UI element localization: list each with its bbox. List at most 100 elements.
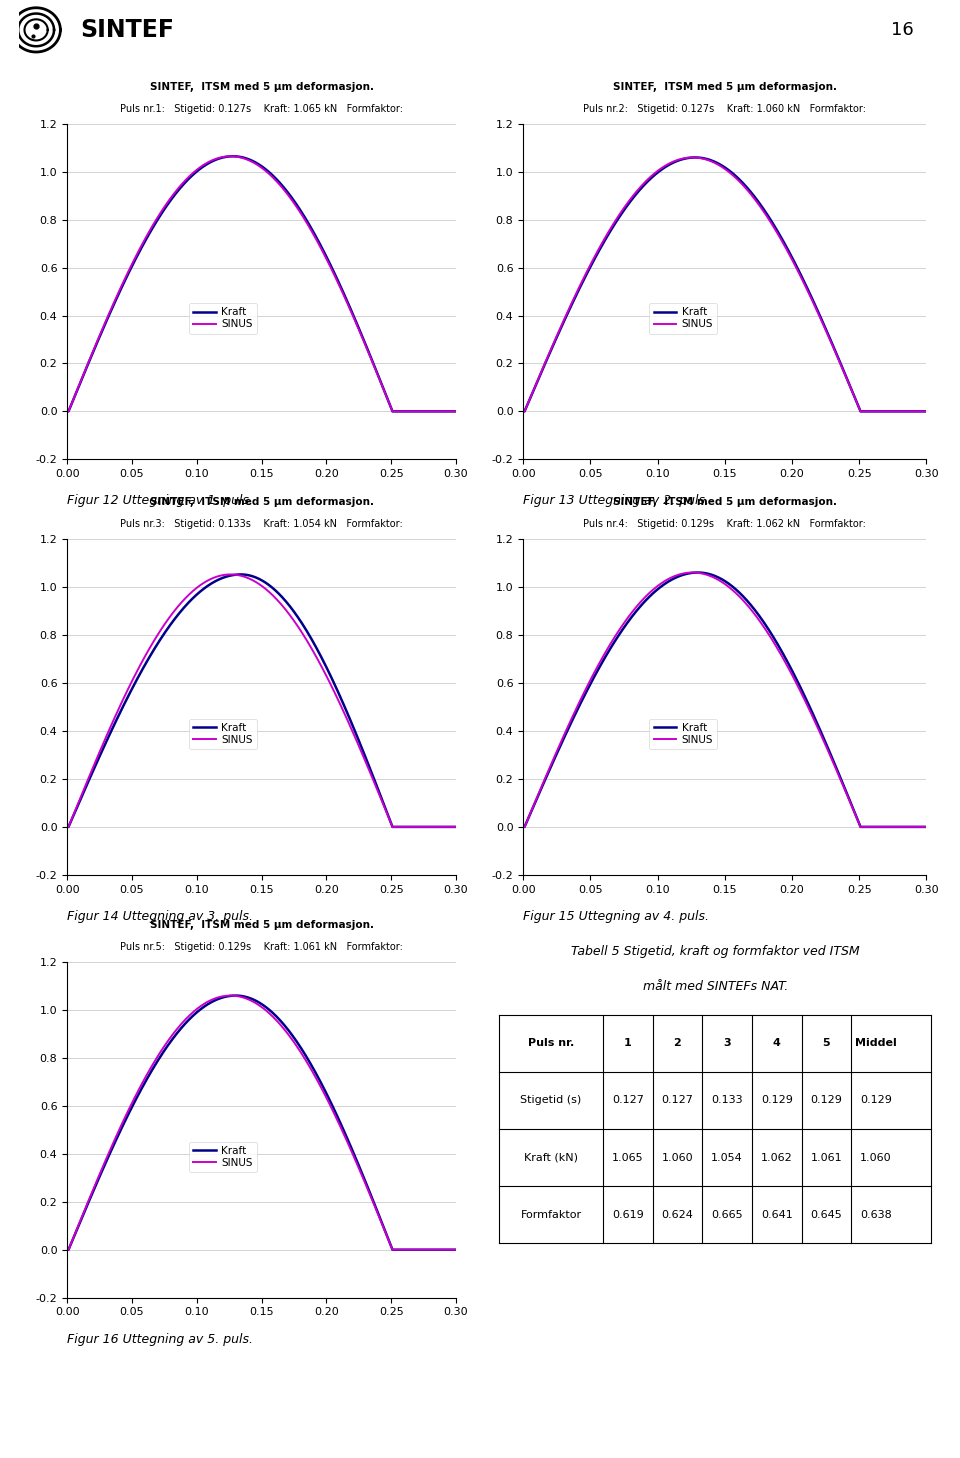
- Kraft: [839, 780, 851, 798]
- Kraft: [543, 347, 555, 364]
- SINUS: [908, 402, 920, 420]
- SINUS: [425, 1241, 437, 1258]
- Text: 0.641: 0.641: [761, 1210, 793, 1219]
- Text: 0.129: 0.129: [761, 1095, 793, 1105]
- Text: 0.619: 0.619: [612, 1210, 643, 1219]
- SINUS: [425, 818, 437, 835]
- Text: Kraft (kN): Kraft (kN): [524, 1152, 578, 1162]
- Kraft: [439, 402, 450, 420]
- Text: 1.060: 1.060: [661, 1152, 693, 1162]
- Kraft: [86, 765, 98, 783]
- Legend: Kraft, SINUS: Kraft, SINUS: [649, 719, 717, 749]
- Legend: Kraft, SINUS: Kraft, SINUS: [189, 1142, 257, 1172]
- Line: SINUS: SINUS: [523, 157, 926, 411]
- Kraft: [450, 402, 462, 420]
- Text: Puls nr.1:   Stigetid: 0.127s    Kraft: 1.065 kN   Formfaktor:: Puls nr.1: Stigetid: 0.127s Kraft: 1.065…: [120, 104, 403, 114]
- Line: Kraft: Kraft: [523, 157, 926, 411]
- Kraft: [592, 660, 604, 678]
- SINUS: [895, 818, 906, 835]
- Text: Figur 12 Uttegning av 1. puls.: Figur 12 Uttegning av 1. puls.: [67, 494, 253, 507]
- Text: SINTEF,  ITSM med 5 μm deformasjon.: SINTEF, ITSM med 5 μm deformasjon.: [150, 497, 373, 507]
- Text: 0.133: 0.133: [711, 1095, 743, 1105]
- Text: 3: 3: [723, 1038, 731, 1048]
- Legend: Kraft, SINUS: Kraft, SINUS: [649, 303, 717, 334]
- Text: Stigetid (s): Stigetid (s): [520, 1095, 582, 1105]
- Kraft: [651, 165, 662, 182]
- Line: Kraft: Kraft: [67, 574, 456, 827]
- Kraft: [61, 818, 73, 835]
- SINUS: [543, 761, 555, 779]
- SINUS: [425, 402, 437, 420]
- Kraft: [895, 402, 906, 420]
- Text: 1.065: 1.065: [612, 1152, 643, 1162]
- Line: Kraft: Kraft: [523, 573, 926, 827]
- Text: 0.638: 0.638: [860, 1210, 892, 1219]
- Text: 1.062: 1.062: [761, 1152, 793, 1162]
- Line: SINUS: SINUS: [523, 573, 926, 827]
- Kraft: [439, 818, 450, 835]
- SINUS: [190, 162, 202, 179]
- Kraft: [908, 402, 920, 420]
- SINUS: [86, 1184, 98, 1201]
- Kraft: [921, 402, 932, 420]
- SINUS: [61, 818, 73, 835]
- SINUS: [592, 241, 604, 258]
- Kraft: [134, 1083, 146, 1101]
- SINUS: [439, 1241, 450, 1258]
- Text: 1: 1: [624, 1038, 632, 1048]
- Kraft: [61, 402, 73, 420]
- Kraft: [592, 243, 604, 261]
- Legend: Kraft, SINUS: Kraft, SINUS: [189, 303, 257, 334]
- SINUS: [134, 241, 146, 258]
- SINUS: [225, 987, 236, 1005]
- Line: SINUS: SINUS: [67, 156, 456, 411]
- SINUS: [372, 366, 383, 383]
- Legend: Kraft, SINUS: Kraft, SINUS: [189, 719, 257, 749]
- Text: Middel: Middel: [855, 1038, 897, 1048]
- Text: 4: 4: [773, 1038, 780, 1048]
- Kraft: [190, 588, 202, 605]
- Kraft: [689, 149, 701, 166]
- SINUS: [908, 818, 920, 835]
- SINUS: [517, 818, 529, 835]
- SINUS: [450, 818, 462, 835]
- Text: Puls nr.3:   Stigetid: 0.133s    Kraft: 1.054 kN   Formfaktor:: Puls nr.3: Stigetid: 0.133s Kraft: 1.054…: [120, 519, 403, 529]
- Text: 1.054: 1.054: [711, 1152, 743, 1162]
- Kraft: [692, 564, 704, 582]
- Kraft: [425, 818, 437, 835]
- Text: Figur 13 Uttegning av 2. puls.: Figur 13 Uttegning av 2. puls.: [523, 494, 709, 507]
- SINUS: [686, 564, 698, 582]
- Text: 0.129: 0.129: [810, 1095, 842, 1105]
- Kraft: [895, 818, 906, 835]
- Kraft: [450, 1241, 462, 1258]
- Text: målt med SINTEFs NAT.: målt med SINTEFs NAT.: [642, 980, 788, 993]
- SINUS: [450, 402, 462, 420]
- Text: Puls nr.2:   Stigetid: 0.127s    Kraft: 1.060 kN   Formfaktor:: Puls nr.2: Stigetid: 0.127s Kraft: 1.060…: [584, 104, 866, 114]
- Text: Figur 16 Uttegning av 5. puls.: Figur 16 Uttegning av 5. puls.: [67, 1333, 253, 1346]
- Text: 0.127: 0.127: [661, 1095, 693, 1105]
- SINUS: [651, 163, 662, 181]
- Text: 0.127: 0.127: [612, 1095, 643, 1105]
- Text: Figur 14 Uttegning av 3. puls.: Figur 14 Uttegning av 3. puls.: [67, 910, 253, 923]
- Line: SINUS: SINUS: [67, 996, 456, 1250]
- Kraft: [86, 347, 98, 364]
- Kraft: [517, 818, 529, 835]
- Text: 0.665: 0.665: [711, 1210, 743, 1219]
- SINUS: [372, 781, 383, 799]
- Text: 0.624: 0.624: [661, 1210, 693, 1219]
- Text: 1.060: 1.060: [860, 1152, 892, 1162]
- Kraft: [908, 818, 920, 835]
- SINUS: [372, 1204, 383, 1222]
- SINUS: [61, 402, 73, 420]
- Kraft: [190, 1005, 202, 1022]
- SINUS: [592, 656, 604, 674]
- Line: SINUS: SINUS: [67, 574, 456, 827]
- Text: 16: 16: [891, 20, 914, 39]
- Kraft: [651, 582, 662, 599]
- SINUS: [517, 402, 529, 420]
- Text: 0.645: 0.645: [810, 1210, 842, 1219]
- Line: Kraft: Kraft: [67, 996, 456, 1250]
- Kraft: [450, 818, 462, 835]
- SINUS: [921, 402, 932, 420]
- SINUS: [543, 346, 555, 363]
